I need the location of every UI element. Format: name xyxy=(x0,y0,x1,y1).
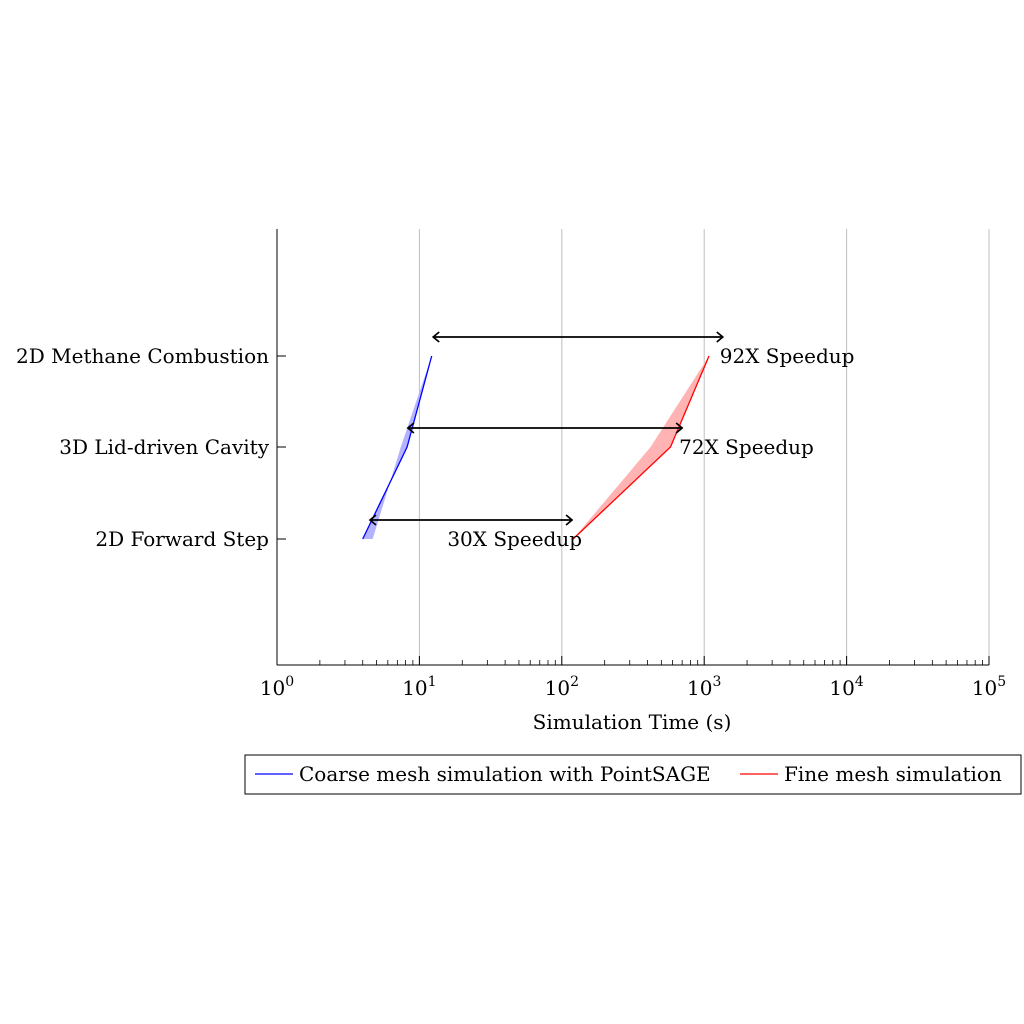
arrowhead-right xyxy=(675,422,684,434)
speedup-arrow-layer xyxy=(368,331,725,526)
legend-label-fine: Fine mesh simulation xyxy=(784,762,1002,786)
legend: Coarse mesh simulation with PointSAGE Fi… xyxy=(244,754,1022,795)
x-axis-title: Simulation Time (s) xyxy=(533,710,732,734)
y-tick-label: 2D Methane Combustion xyxy=(16,344,269,368)
x-tick-label: 103 xyxy=(687,674,721,700)
arrowhead-right xyxy=(565,514,574,526)
y-tick-label: 2D Forward Step xyxy=(95,527,269,551)
x-tick-label: 102 xyxy=(545,674,579,700)
speedup-label: 30X Speedup xyxy=(447,527,582,551)
y-tick-label: 3D Lid-driven Cavity xyxy=(59,435,269,459)
series-band-0 xyxy=(362,356,432,539)
arrowhead-left xyxy=(431,331,440,343)
axis-layer xyxy=(276,229,990,666)
grid-layer xyxy=(418,229,990,665)
arrowhead-left xyxy=(368,514,377,526)
series-line-0 xyxy=(362,355,433,540)
legend-box xyxy=(244,754,1022,795)
arrowhead-left xyxy=(406,422,415,434)
speedup-label: 72X Speedup xyxy=(679,435,814,459)
label-layer: 30X Speedup 72X Speedup 92X Speedup 2D Forw… xyxy=(16,344,1006,700)
legend-label-coarse: Coarse mesh simulation with PointSAGE xyxy=(299,762,711,786)
arrowhead-right xyxy=(716,331,725,343)
x-tick-label: 101 xyxy=(402,674,436,700)
series-line-layer xyxy=(362,355,710,540)
speedup-label: 92X Speedup xyxy=(720,344,855,368)
series-line-1 xyxy=(572,355,710,540)
band-layer xyxy=(362,356,709,539)
x-tick-label: 104 xyxy=(829,674,863,700)
x-tick-label: 100 xyxy=(260,674,294,700)
x-tick-label: 105 xyxy=(972,674,1006,700)
